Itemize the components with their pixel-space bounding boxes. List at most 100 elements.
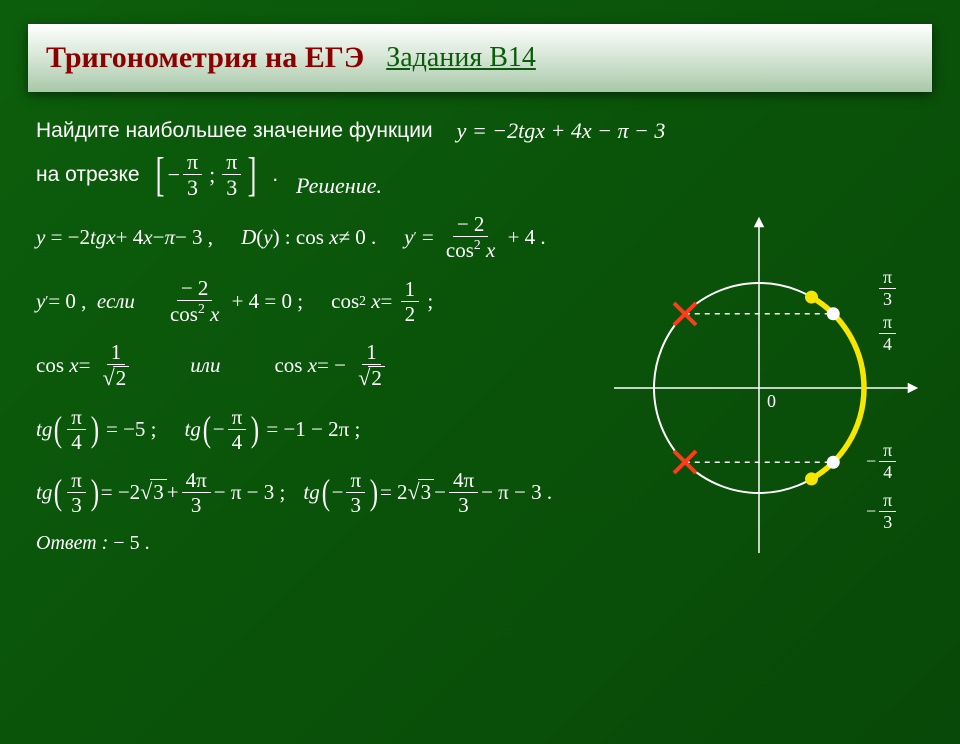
eq4b-pre: − <box>213 417 225 442</box>
int-b-den: 3 <box>222 175 241 199</box>
eq5a-rnum: 4π <box>182 469 211 493</box>
eq2-word: если <box>97 289 135 314</box>
eq5a-mid: + <box>167 480 179 505</box>
eq-1a: y = −2tgx + 4x − π − 3 , <box>36 225 213 250</box>
eq-1b: D(y) : cos x ≠ 0 . <box>241 225 376 250</box>
eq5b-tail: − π − 3 . <box>481 480 552 505</box>
eq4a-den: 4 <box>67 430 86 453</box>
problem-text-2: на отрезке <box>36 163 140 187</box>
eq4a-rhs: = −5 ; <box>106 417 157 442</box>
lbl-pi3-num: π <box>879 268 896 289</box>
period: . <box>272 163 278 187</box>
eq-1c: y′ = − 2cos2 x + 4 . <box>404 213 545 261</box>
cross-upper-left <box>674 303 696 325</box>
problem-formula: y = −2tgx + 4x − π − 3 <box>457 118 666 144</box>
eq1c-den: cos2 x <box>442 237 499 261</box>
label-neg-pi3: − π3 <box>866 491 899 532</box>
lbl-pi3-den: 3 <box>879 289 896 309</box>
solution-label: Решение. <box>296 173 924 199</box>
eq4b-fn: tg <box>185 417 201 442</box>
lbl-pi4-den: 4 <box>879 334 896 354</box>
eq5a-fn: tg <box>36 480 52 505</box>
eq-3-word: или <box>190 353 220 378</box>
eq5b-aden: 3 <box>346 493 365 516</box>
eq5a-tail: − π − 3 ; <box>214 480 286 505</box>
eq3b-den: √2 <box>354 365 389 389</box>
title-banner: Тригонометрия на ЕГЭ Задания В14 <box>28 24 932 92</box>
eq5b-fn: tg <box>303 480 319 505</box>
eq-row-1: y = −2tgx + 4x − π − 3 , D(y) : cos x ≠ … <box>36 213 622 261</box>
problem-line-1: Найдите наибольшее значение функции y = … <box>36 118 924 144</box>
unit-circle-diagram: 0 π3 π4 − π4 − π3 <box>614 213 924 563</box>
eq4b-den: 4 <box>228 430 247 453</box>
problem-text-1: Найдите наибольшее значение функции <box>36 119 433 143</box>
point-neg-pi4 <box>827 456 840 469</box>
content-area: Найдите наибольшее значение функции y = … <box>0 92 960 563</box>
work-area: y = −2tgx + 4x − π − 3 , D(y) : cos x ≠ … <box>36 213 924 563</box>
point-pi4 <box>827 307 840 320</box>
eq4a-num: π <box>67 406 86 430</box>
eq3a-num: 1 <box>107 341 126 365</box>
lbl-npi4-num: π <box>879 441 896 462</box>
int-a-den: 3 <box>183 175 202 199</box>
eq3a-den: √2 <box>99 365 134 389</box>
eq-2a: y′ = 0 , если <box>36 289 135 314</box>
eq-5a: tg (π3) = −2√3 + 4π3 − π − 3 ; <box>36 469 285 516</box>
eq-4b: tg (−π4) = −1 − 2π ; <box>185 406 361 453</box>
eq1c-tail: + 4 . <box>508 225 546 250</box>
point-neg-pi3 <box>805 473 818 486</box>
eq5a-rden: 3 <box>187 493 206 516</box>
label-pi4: π4 <box>876 313 899 354</box>
eq4a-fn: tg <box>36 417 52 442</box>
eq5b-apre: − <box>332 480 344 505</box>
eq3b-rad: 2 <box>368 366 385 389</box>
answer-value: − 5 . <box>113 532 149 554</box>
eq5b-rnum: 4π <box>449 469 478 493</box>
eq4b-rhs: = −1 − 2π ; <box>266 417 360 442</box>
eq-row-3: cos x = 1√2 или cos x = − 1√2 <box>36 341 622 389</box>
eq-row-2: y′ = 0 , если − 2cos2 x + 4 = 0 ; cos2 x… <box>36 277 622 325</box>
eq5a-rad: 3 <box>150 479 167 505</box>
eq-row-5: tg (π3) = −2√3 + 4π3 − π − 3 ; tg (−π3) … <box>36 469 622 516</box>
lbl-npi3-num: π <box>879 491 896 512</box>
eq-5b: tg (−π3) = 2√3 − 4π3 − π − 3 . <box>303 469 552 516</box>
eq-row-4: tg (π4) = −5 ; tg (−π4) = −1 − 2π ; <box>36 406 622 453</box>
eq2c-tail: ; <box>427 289 433 314</box>
lbl-npi4-den: 4 <box>879 462 896 482</box>
eq2b-num: − 2 <box>177 277 213 301</box>
origin-label: 0 <box>767 391 776 411</box>
eq5b-pre: = 2 <box>380 480 408 505</box>
eq-2b: − 2cos2 x + 4 = 0 ; <box>163 277 303 325</box>
point-pi3 <box>805 291 818 304</box>
equations: y = −2tgx + 4x − π − 3 , D(y) : cos x ≠ … <box>36 213 622 563</box>
eq2c-num: 1 <box>401 278 420 302</box>
eq-3a: cos x = 1√2 <box>36 341 136 389</box>
answer: Ответ : − 5 . <box>36 532 622 555</box>
lbl-npi3-den: 3 <box>879 512 896 532</box>
eq1c-num: − 2 <box>453 213 489 237</box>
eq4b-num: π <box>228 406 247 430</box>
lbl-npi3-pre: − <box>866 501 876 522</box>
eq2b-den: cos2 x <box>166 301 223 325</box>
eq-3b: cos x = − 1√2 <box>274 341 391 389</box>
eq5b-rad: 3 <box>418 479 435 505</box>
interval-neg: − <box>168 162 180 188</box>
eq5a-aden: 3 <box>67 493 86 516</box>
int-a-num: π <box>183 150 202 175</box>
eq5b-anum: π <box>346 469 365 493</box>
interval-sep: ; <box>209 162 215 188</box>
int-b-num: π <box>222 150 241 175</box>
label-pi3: π3 <box>876 268 899 309</box>
title-main: Тригонометрия на ЕГЭ <box>46 41 364 75</box>
eq-2c: cos2 x = 12 ; <box>331 278 433 325</box>
answer-label: Ответ : <box>36 532 108 554</box>
eq5a-anum: π <box>67 469 86 493</box>
eq5b-mid: − <box>434 480 446 505</box>
eq5b-rden: 3 <box>454 493 473 516</box>
cross-lower-left <box>674 451 696 473</box>
lbl-npi4-pre: − <box>866 451 876 472</box>
interval: [ − π3 ; π3 ] <box>152 150 261 199</box>
eq3a-rad: 2 <box>113 366 130 389</box>
lbl-pi4-num: π <box>879 313 896 334</box>
title-sub: Задания В14 <box>386 42 536 74</box>
